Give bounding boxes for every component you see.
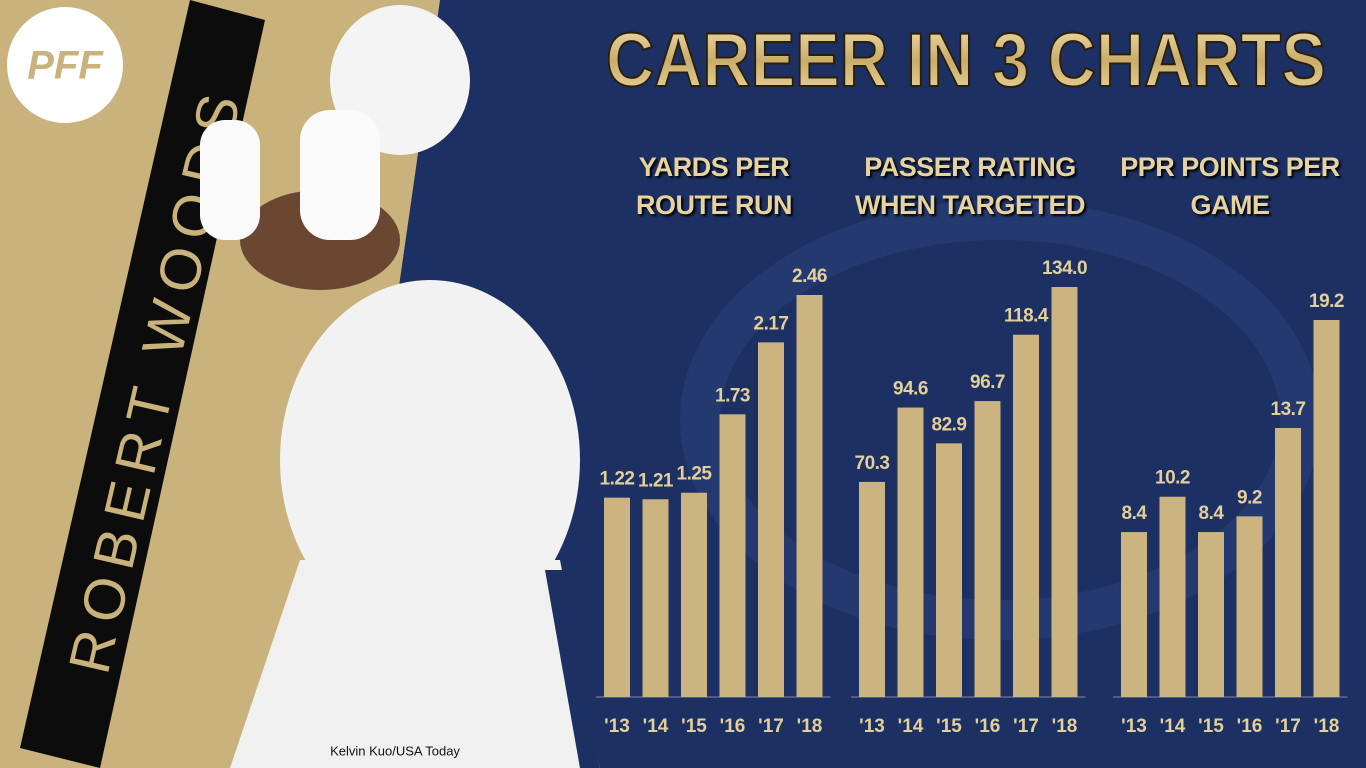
value-label: 1.22	[600, 469, 635, 490]
value-label: 8.4	[1199, 503, 1225, 524]
x-tick-label: '18	[1314, 716, 1340, 737]
bar	[1051, 287, 1078, 697]
value-label: 118.4	[1004, 306, 1049, 327]
background-navy	[330, 0, 1366, 768]
x-tick-label: '15	[1198, 716, 1224, 737]
value-label: 1.25	[677, 464, 713, 485]
chart-title: PASSER RATING WHEN TARGETED	[855, 152, 1086, 220]
value-label: 10.2	[1155, 468, 1190, 489]
bar	[859, 481, 885, 697]
value-label: 19.2	[1309, 291, 1344, 312]
bar	[1013, 334, 1039, 697]
bar	[796, 295, 823, 697]
x-tick-label: '15	[936, 716, 962, 737]
x-tick-label: '13	[604, 716, 630, 737]
x-tick-label: '14	[898, 716, 924, 737]
x-tick-label: '18	[797, 716, 823, 737]
main-title: CAREER IN 3 CHARTS	[606, 18, 1326, 103]
value-label: 70.3	[855, 453, 890, 474]
bar	[1275, 427, 1301, 697]
bar	[936, 443, 962, 697]
bar	[897, 407, 924, 697]
x-tick-label: '17	[1013, 716, 1039, 737]
bar	[1159, 496, 1186, 697]
value-label: 82.9	[932, 414, 967, 435]
value-label: 94.6	[893, 379, 928, 400]
bar	[604, 497, 630, 697]
x-tick-label: '18	[1052, 716, 1078, 737]
photo-credit: Kelvin Kuo/USA Today	[330, 743, 460, 758]
x-tick-label: '14	[643, 716, 669, 737]
bar	[642, 499, 669, 697]
value-label: 9.2	[1237, 487, 1262, 508]
x-tick-label: '13	[1121, 716, 1147, 737]
x-tick-label: '16	[1237, 716, 1263, 737]
x-tick-label: '17	[758, 716, 784, 737]
bar	[1121, 532, 1147, 697]
x-tick-label: '17	[1275, 716, 1301, 737]
x-tick-label: '14	[1160, 716, 1186, 737]
x-tick-label: '15	[681, 716, 707, 737]
chart-title: YARDS PER ROUTE RUN	[636, 152, 793, 220]
player-figure	[200, 5, 600, 768]
bar	[1198, 532, 1224, 697]
value-label: 13.7	[1271, 399, 1306, 420]
value-label: 1.73	[715, 385, 750, 406]
x-tick-label: '16	[720, 716, 746, 737]
logo: PFF	[27, 44, 104, 88]
value-label: 2.17	[754, 313, 789, 334]
bar	[974, 401, 1001, 697]
value-label: 8.4	[1122, 503, 1148, 524]
x-tick-label: '16	[975, 716, 1001, 737]
bar	[1236, 516, 1263, 697]
value-label: 1.21	[638, 470, 674, 491]
bar	[681, 492, 707, 697]
logo-badge	[7, 7, 123, 123]
value-label: 2.46	[792, 266, 827, 287]
bar	[719, 414, 746, 697]
x-tick-label: '13	[859, 716, 885, 737]
value-label: 134.0	[1042, 258, 1087, 279]
value-label: 96.7	[970, 372, 1005, 393]
bar	[1313, 320, 1340, 697]
chart-title: PPR POINTS PER GAME	[1120, 152, 1340, 220]
bar	[758, 342, 784, 697]
